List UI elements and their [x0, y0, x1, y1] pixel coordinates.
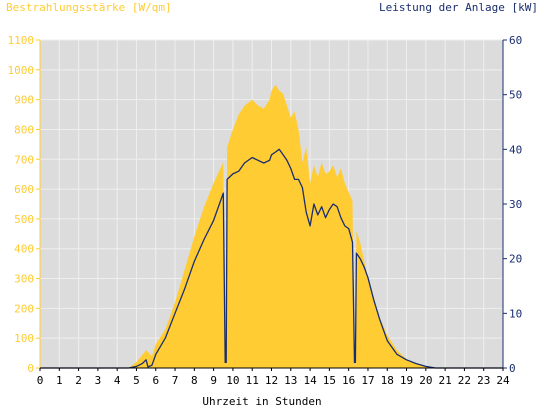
x-tick-label: 18 — [381, 374, 394, 387]
y-right-tick-label: 10 — [509, 307, 522, 320]
tick-labels: 0100200300400500600700800900100011000102… — [8, 34, 523, 387]
y-right-tick-label: 30 — [509, 198, 522, 211]
x-tick-label: 23 — [477, 374, 490, 387]
y-right-tick-label: 20 — [509, 253, 522, 266]
x-tick-label: 10 — [226, 374, 239, 387]
x-tick-label: 12 — [265, 374, 278, 387]
x-tick-label: 3 — [95, 374, 102, 387]
x-tick-label: 16 — [342, 374, 355, 387]
x-tick-label: 1 — [56, 374, 63, 387]
left-axis-title: Bestrahlungsstärke [W/qm] — [6, 1, 172, 14]
x-tick-label: 22 — [458, 374, 471, 387]
y-left-tick-label: 800 — [14, 123, 34, 136]
right-axis-title: Leistung der Anlage [kW] — [379, 1, 538, 14]
x-tick-label: 2 — [75, 374, 82, 387]
y-left-tick-label: 1000 — [8, 64, 35, 77]
x-tick-label: 9 — [210, 374, 217, 387]
y-left-tick-label: 700 — [14, 153, 34, 166]
y-left-tick-label: 400 — [14, 243, 34, 256]
y-left-tick-label: 0 — [27, 362, 34, 375]
irradiance-area — [40, 84, 503, 368]
x-tick-label: 21 — [439, 374, 452, 387]
y-left-tick-label: 900 — [14, 94, 34, 107]
x-tick-label: 19 — [400, 374, 413, 387]
y-left-tick-label: 500 — [14, 213, 34, 226]
x-tick-label: 5 — [133, 374, 140, 387]
y-right-tick-label: 60 — [509, 34, 522, 47]
x-tick-label: 15 — [323, 374, 336, 387]
y-right-tick-label: 50 — [509, 89, 522, 102]
x-tick-label: 13 — [284, 374, 297, 387]
x-tick-label: 11 — [246, 374, 259, 387]
power-line — [40, 148, 503, 369]
x-tick-label: 0 — [37, 374, 44, 387]
x-tick-label: 4 — [114, 374, 121, 387]
x-tick-label: 24 — [496, 374, 510, 387]
y-right-tick-label: 0 — [509, 362, 516, 375]
x-tick-label: 7 — [172, 374, 179, 387]
x-tick-label: 17 — [361, 374, 374, 387]
y-left-tick-label: 100 — [14, 332, 34, 345]
x-tick-label: 6 — [152, 374, 159, 387]
x-axis-title: Uhrzeit in Stunden — [202, 395, 321, 408]
y-left-tick-label: 300 — [14, 273, 34, 286]
y-right-tick-label: 40 — [509, 143, 522, 156]
y-left-tick-label: 600 — [14, 183, 34, 196]
x-tick-label: 20 — [419, 374, 432, 387]
x-tick-label: 14 — [303, 374, 317, 387]
series-layer — [40, 84, 503, 369]
y-left-tick-label: 1100 — [8, 34, 35, 47]
x-tick-label: 8 — [191, 374, 198, 387]
y-left-tick-label: 200 — [14, 302, 34, 315]
